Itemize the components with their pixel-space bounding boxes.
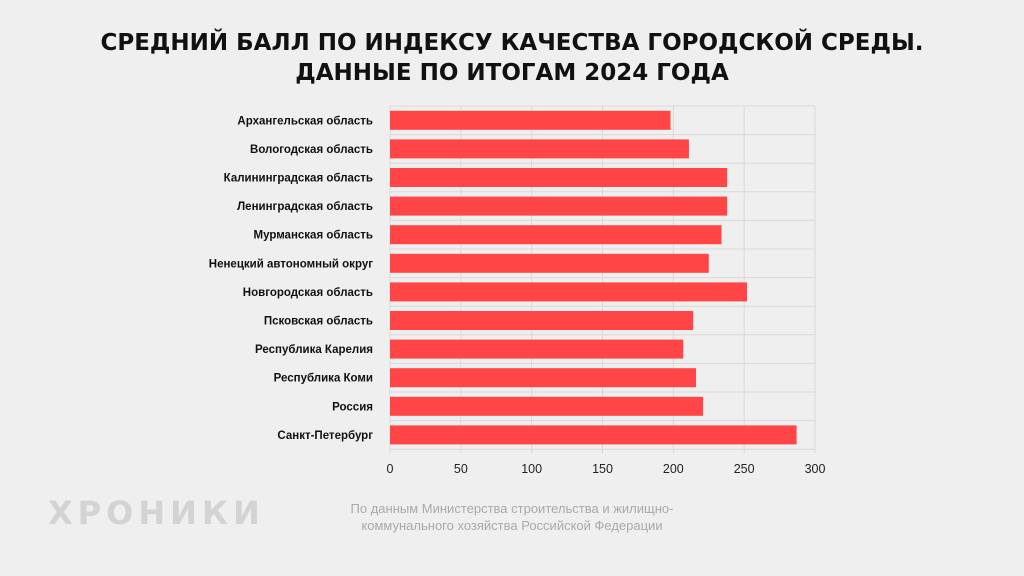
- chart-title-line-1: СРЕДНИЙ БАЛЛ ПО ИНДЕКСУ КАЧЕСТВА ГОРОДСК…: [100, 30, 924, 56]
- category-label: Ненецкий автономный округ: [209, 258, 373, 270]
- x-tick-label: 0: [387, 462, 394, 476]
- category-label: Республика Коми: [274, 373, 373, 385]
- bar: [390, 396, 704, 416]
- source-note-line-2: коммунального хозяйства Российской Федер…: [361, 518, 663, 533]
- x-tick-label: 100: [521, 462, 542, 476]
- category-label: Калининградская область: [224, 173, 373, 185]
- category-label: Республика Карелия: [255, 344, 373, 356]
- category-label: Россия: [332, 401, 373, 413]
- chart-title-line-2: ДАННЫЕ ПО ИТОГАМ 2024 ГОДА: [295, 60, 729, 86]
- bar: [390, 311, 694, 330]
- chart-title: СРЕДНИЙ БАЛЛ ПО ИНДЕКСУ КАЧЕСТВА ГОРОДСК…: [0, 28, 1024, 88]
- category-label: Новгородская область: [243, 287, 373, 299]
- bar: [390, 110, 671, 130]
- bar: [390, 425, 797, 445]
- bar: [390, 368, 696, 388]
- bar: [390, 196, 728, 216]
- bar: [390, 139, 689, 159]
- source-note: По данным Министерства строительства и ж…: [312, 500, 712, 534]
- x-tick-label: 300: [805, 462, 826, 476]
- category-label: Вологодская область: [250, 144, 373, 156]
- x-tick-label: 150: [592, 462, 613, 476]
- bar: [390, 253, 709, 273]
- x-tick-label: 200: [663, 462, 684, 476]
- category-label: Мурманская область: [254, 230, 374, 242]
- bar: [390, 225, 722, 245]
- category-label: Архангельская область: [237, 115, 373, 127]
- source-note-line-1: По данным Министерства строительства и ж…: [350, 501, 674, 516]
- category-label: Санкт-Петербург: [277, 430, 373, 442]
- category-label: Ленинградская область: [237, 201, 373, 213]
- x-tick-label: 50: [454, 462, 468, 476]
- brand-logo: ХРОНИКИ: [48, 494, 265, 532]
- x-tick-label: 250: [734, 462, 755, 476]
- category-label: Псковская область: [264, 316, 373, 328]
- bar: [390, 339, 684, 359]
- bar: [390, 282, 747, 302]
- bar: [390, 168, 728, 187]
